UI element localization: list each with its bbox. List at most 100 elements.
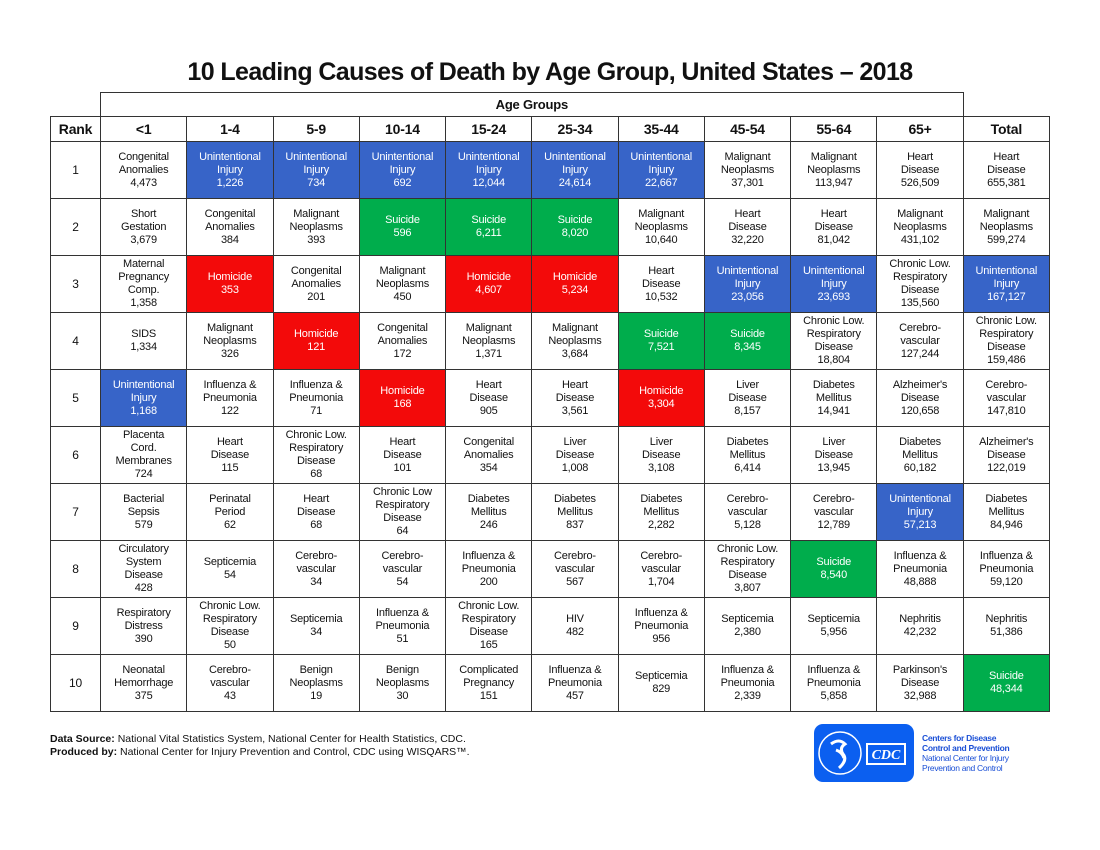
cause-name: Pregnancy — [463, 676, 515, 689]
cause-name: Neoplasms — [720, 163, 775, 176]
death-count: 567 — [566, 575, 584, 588]
cause-name: Heart — [389, 435, 416, 448]
cause-name: Unintentional — [544, 150, 606, 163]
cause-cell: Cerebro-vascular 567 — [531, 540, 619, 598]
death-count: 526,509 — [900, 176, 940, 189]
cdc-mark: CDC — [872, 748, 901, 763]
cause-name: Pneumonia — [548, 676, 602, 689]
cause-cell: SIDS 1,334 — [99, 312, 188, 370]
cause-cell: Unintentional Injury 23,056 — [703, 255, 792, 313]
cause-cell: Maternal Pregnancy Comp. 1,358 — [99, 255, 188, 313]
death-count: 101 — [393, 461, 412, 474]
cause-name: Injury — [907, 505, 933, 518]
cause-name: Anomalies — [463, 448, 514, 461]
column-header-8: 45-54 — [703, 116, 792, 142]
cause-name: Unintentional — [371, 150, 434, 163]
column-header-1: <1 — [99, 116, 188, 142]
column-header-5: 15-24 — [445, 116, 533, 142]
cause-name: Homicide — [207, 271, 253, 283]
death-count: 3,807 — [734, 582, 761, 594]
causes-of-death-table: Age Groups Rank <1 1-4 5-9 10-14 15-24 25-34 35… — [50, 92, 1051, 712]
cause-name: Neoplasms — [375, 277, 430, 290]
cause-name: Alzheimer's — [892, 378, 948, 391]
cause-cell: Diabetes Mellitus 14,941 — [790, 369, 878, 427]
cause-cell: Cerebro-vascular 5,128 — [703, 483, 792, 541]
death-count: 48,344 — [990, 683, 1023, 695]
cause-name: Nephritis — [899, 613, 941, 625]
death-count: 30 — [396, 689, 409, 702]
cause-name: Malignant — [465, 321, 512, 334]
cause-cell: Unintentional Injury 1,226 — [186, 141, 274, 199]
cause-name: Homicide — [380, 385, 425, 397]
cause-cell: Diabetes Mellitus 60,182 — [876, 426, 964, 484]
cause-name: Injury — [217, 163, 243, 176]
death-count: 113,947 — [814, 176, 853, 189]
death-count: 159,486 — [987, 354, 1026, 366]
table-row: 8 Circulatory System Disease 428 Septicemia 54… — [50, 540, 1051, 598]
cause-name: Pneumonia — [289, 391, 344, 404]
death-count: 457 — [566, 689, 584, 702]
cause-name: Respiratory — [375, 499, 430, 511]
table-row: 7 Bacterial Sepsis 579 Perinatal Period 62 Hear… — [50, 483, 1051, 541]
cause-cell: Malignant Neoplasms 37,301 — [703, 141, 792, 199]
cause-name: Influenza & — [462, 549, 516, 562]
cause-cell: Heart Disease 115 — [186, 426, 274, 484]
cause-name: Benign — [385, 663, 419, 676]
cause-name: Liver — [822, 435, 846, 448]
logo-line-3: National Center for Injury — [922, 753, 1009, 763]
cause-name: Congenital — [377, 321, 428, 334]
cause-cell: Heart Disease 526,509 — [876, 141, 964, 199]
cause-cell: Unintentional Injury 57,213 — [876, 483, 964, 541]
cause-name: vascular — [986, 391, 1027, 404]
death-count: 5,858 — [820, 689, 848, 702]
cause-name: Mellitus — [988, 505, 1025, 518]
rank-cell: 6 — [50, 426, 101, 484]
cause-name: Cerebro- — [899, 321, 941, 334]
cause-name: Injury — [820, 277, 847, 290]
death-count: 2,380 — [734, 626, 761, 638]
cause-name: Pneumonia — [634, 619, 689, 632]
cause-cell: Cerebro-vascular 147,810 — [962, 369, 1051, 427]
death-count: 599,274 — [987, 233, 1026, 246]
death-count: 122 — [221, 404, 239, 417]
cause-cell: Heart Disease 3,561 — [531, 369, 619, 427]
death-count: 42,232 — [903, 626, 937, 638]
cause-name: Heart — [303, 492, 330, 505]
cause-cell: Liver Disease 3,108 — [617, 426, 705, 484]
rank-cell: 2 — [50, 198, 101, 256]
cause-name: vascular — [814, 505, 854, 518]
cause-name: Respiratory — [893, 271, 948, 283]
cause-name: Mellitus — [815, 391, 852, 404]
cause-name: Homicide — [552, 271, 598, 283]
cause-name: Chronic Low. — [889, 258, 951, 270]
cause-name: Septicemia — [635, 670, 688, 682]
cause-cell: Influenza & Pneumonia 122 — [186, 369, 274, 427]
death-count: 6,414 — [734, 461, 761, 474]
cause-name: Suicide — [730, 328, 765, 340]
cause-name: Chronic Low — [372, 486, 432, 498]
cause-name: Unintentional — [112, 378, 175, 391]
cause-cell: Homicide 5,234 — [531, 255, 619, 313]
death-count: 59,120 — [990, 575, 1023, 588]
cause-name: Chronic Low. — [975, 315, 1037, 327]
cause-cell: Malignant Neoplasms 3,684 — [531, 312, 619, 370]
death-count: 956 — [652, 632, 671, 645]
death-count: 354 — [479, 461, 498, 474]
cause-name: Chronic Low. — [458, 600, 520, 612]
death-count: 167,127 — [987, 290, 1026, 303]
cause-name: Heart — [820, 207, 847, 220]
death-count: 2,282 — [647, 518, 675, 531]
cause-cell: Suicide 8,020 — [531, 198, 619, 256]
cause-name: Mellitus — [470, 505, 507, 518]
table-row: 1 Congenital Anomalies 4,473 Unintentional In… — [50, 141, 1051, 199]
death-count: 5,128 — [734, 518, 761, 531]
cause-name: Respiratory — [979, 328, 1034, 340]
table-row: 3 Maternal Pregnancy Comp. 1,358 Homicide 353 C… — [50, 255, 1051, 313]
cause-cell: Benign Neoplasms 19 — [272, 654, 360, 712]
cause-name: Pneumonia — [893, 562, 947, 575]
cause-name: Unintentional — [199, 150, 261, 163]
death-count: 121 — [307, 341, 326, 353]
logo-line-4: Prevention and Control — [922, 763, 1003, 773]
cause-cell: Neonatal Hemorrhage 375 — [99, 654, 188, 712]
cause-cell: Chronic Low. Respiratory Disease 135,560 — [876, 255, 964, 313]
